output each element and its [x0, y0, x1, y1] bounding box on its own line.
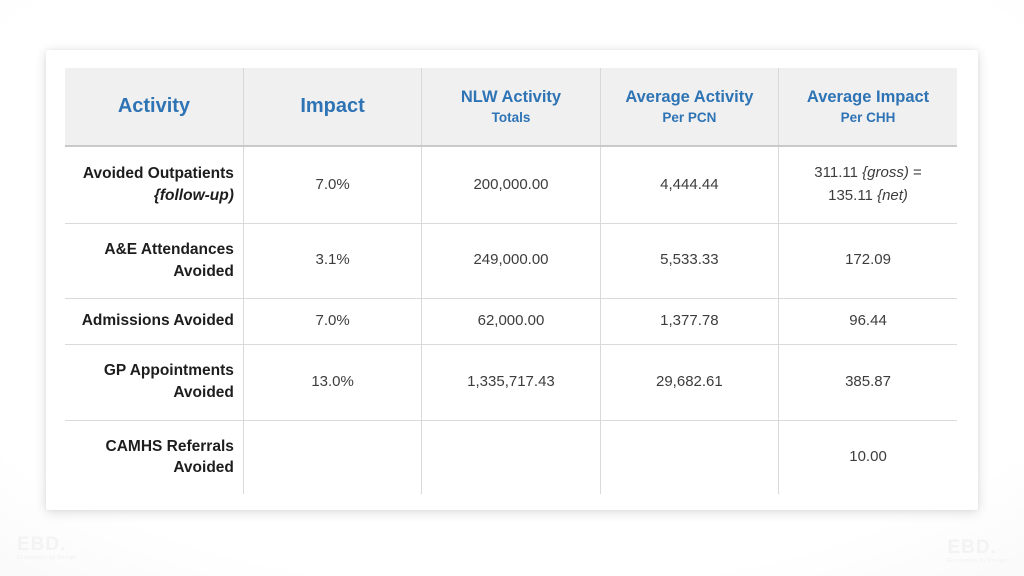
activity-label: Admissions Avoided	[81, 312, 234, 330]
cell-avg-impact-per-chh: 96.44	[778, 297, 957, 344]
chh-gross-label: {gross)	[862, 164, 909, 182]
header-subtitle: Per PCN	[662, 110, 717, 125]
activity-label: GP Appointments	[103, 362, 234, 380]
cell-nlw-activity-total: 249,000.00	[421, 222, 601, 298]
column-header-activity: Activity	[65, 68, 244, 147]
table-card: Activity Impact NLW Activity Totals Aver…	[46, 50, 978, 510]
activity-label: A&E Attendances	[104, 240, 234, 258]
cell-avg-impact-per-chh: 385.87	[778, 343, 957, 420]
ebd-logo: EBD.	[17, 534, 67, 555]
activity-label: Avoided Outpatients	[82, 165, 234, 183]
cell-impact: 7.0%	[242, 297, 422, 344]
header-title: Activity	[117, 95, 191, 117]
activity-label: Avoided	[173, 459, 234, 477]
activity-note: {follow-up)	[153, 186, 234, 204]
cell-activity: Admissions Avoided	[65, 297, 244, 344]
cell-impact: 13.0%	[242, 343, 422, 420]
cell-avg-activity-per-pcn: 4,444.44	[599, 146, 779, 223]
chh-net-label: {net)	[877, 186, 908, 204]
activity-label: Avoided	[173, 262, 234, 280]
ebd-tagline: Economics by Design	[17, 555, 77, 561]
table-row-ae-attendances: A&E Attendances Avoided 3.1% 249,000.00 …	[65, 222, 957, 298]
cell-activity: A&E Attendances Avoided	[65, 222, 244, 298]
nlw-impact-table: Activity Impact NLW Activity Totals Aver…	[65, 68, 957, 494]
chh-gross-value: 311.11	[814, 164, 863, 182]
table-row-avoided-outpatients: Avoided Outpatients {follow-up) 7.0% 200…	[65, 146, 957, 223]
cell-nlw-activity-total: 62,000.00	[421, 297, 601, 344]
cell-nlw-activity-total: 1,335,717.43	[421, 343, 601, 420]
table-row-gp-appointments: GP Appointments Avoided 13.0% 1,335,717.…	[65, 343, 957, 420]
chh-net-value: 135.11	[828, 186, 878, 204]
chh-equals: =	[908, 164, 922, 182]
cell-avg-activity-per-pcn	[599, 419, 779, 494]
header-subtitle: Per CHH	[840, 110, 896, 125]
column-header-average-impact-per-chh: Average Impact Per CHH	[778, 68, 957, 147]
ebd-watermark-right: EBD. Economics by Design	[947, 538, 1007, 564]
cell-avg-activity-per-pcn: 29,682.61	[599, 343, 779, 420]
cell-impact	[242, 419, 422, 494]
ebd-tagline: Economics by Design	[947, 558, 1007, 564]
cell-avg-impact-per-chh: 10.00	[778, 419, 957, 494]
table-row-camhs-referrals: CAMHS Referrals Avoided 10.00	[65, 419, 957, 494]
cell-activity: GP Appointments Avoided	[65, 343, 244, 420]
table-row-admissions: Admissions Avoided 7.0% 62,000.00 1,377.…	[65, 297, 957, 344]
cell-impact: 7.0%	[242, 146, 422, 223]
header-title: Impact	[300, 95, 365, 117]
header-title: Average Activity	[625, 88, 754, 106]
column-header-impact: Impact	[242, 68, 422, 147]
cell-avg-activity-per-pcn: 5,533.33	[599, 222, 779, 298]
cell-avg-impact-per-chh: 172.09	[778, 222, 957, 298]
cell-avg-impact-per-chh: 311.11 {gross) = 135.11 {net)	[778, 146, 957, 223]
header-title: Average Impact	[806, 88, 930, 106]
cell-activity: Avoided Outpatients {follow-up)	[65, 146, 243, 223]
ebd-watermark-left: EBD. Economics by Design	[17, 535, 77, 561]
cell-nlw-activity-total	[421, 419, 601, 494]
ebd-logo: EBD.	[947, 537, 997, 558]
cell-nlw-activity-total: 200,000.00	[421, 146, 601, 223]
cell-impact: 3.1%	[242, 222, 422, 298]
header-row: Activity Impact NLW Activity Totals Aver…	[65, 68, 957, 147]
cell-avg-activity-per-pcn: 1,377.78	[599, 297, 779, 344]
header-title: NLW Activity	[460, 88, 562, 106]
activity-label: Avoided	[173, 384, 234, 401]
column-header-average-activity-per-pcn: Average Activity Per PCN	[599, 68, 779, 147]
cell-activity: CAMHS Referrals Avoided	[65, 419, 244, 494]
header-subtitle: Totals	[491, 110, 531, 125]
activity-label: CAMHS Referrals	[105, 437, 234, 455]
column-header-nlw-activity-totals: NLW Activity Totals	[421, 68, 601, 147]
